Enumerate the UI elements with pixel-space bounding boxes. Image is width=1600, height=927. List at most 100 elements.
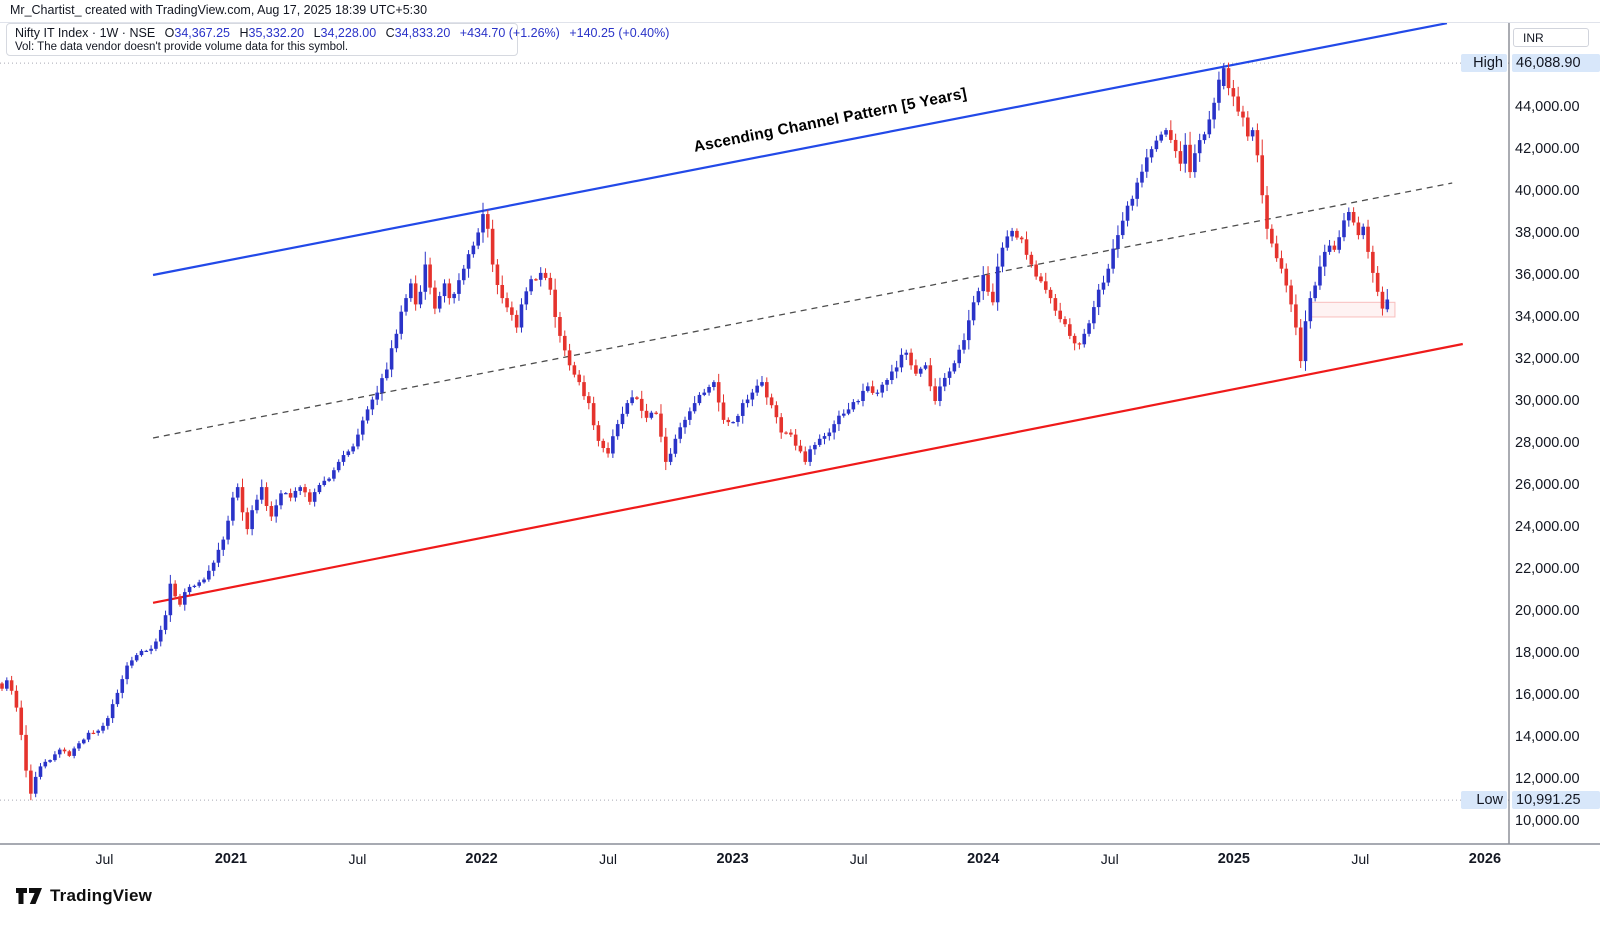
candle-body (995, 266, 1000, 303)
candle-body (875, 392, 880, 394)
candle-body (1332, 245, 1337, 250)
candlestick-series[interactable] (0, 62, 1390, 801)
candle-body (264, 487, 269, 506)
candle-body (1034, 264, 1038, 277)
candle-body (0, 683, 4, 689)
candle-body (755, 385, 759, 393)
candle-body (981, 275, 986, 292)
candle-body (750, 392, 755, 400)
candle-body (1039, 276, 1043, 282)
tradingview-logo-text: TradingView (50, 886, 153, 905)
candle-body (572, 365, 577, 375)
price-tick-label: 10,000.00 (1515, 813, 1580, 829)
candle-body (1265, 195, 1269, 229)
candle-body (1380, 291, 1385, 309)
price-tick-label: 26,000.00 (1515, 477, 1580, 493)
candle-body (48, 760, 52, 762)
price-tick-label: 34,000.00 (1515, 309, 1580, 325)
tradingview-logo-icon (16, 888, 42, 904)
candle-body (1279, 258, 1284, 269)
candle-body (1068, 324, 1072, 336)
price-tick-label: 40,000.00 (1515, 183, 1580, 199)
candle-body (1342, 220, 1346, 238)
candle-body (606, 448, 610, 454)
candle-body (115, 692, 120, 705)
candle-body (880, 384, 885, 393)
candle-body (495, 264, 500, 286)
candle-body (947, 371, 952, 378)
candle-body (659, 413, 663, 437)
candle-body (394, 333, 399, 349)
candle-body (1111, 248, 1115, 269)
candle-body (1375, 272, 1380, 292)
candle-body (9, 680, 14, 691)
candle-body (43, 761, 48, 767)
candle-body (106, 718, 110, 726)
candle-body (423, 264, 428, 292)
candle-body (1188, 144, 1192, 173)
candle-body (668, 453, 673, 462)
legend-ohlc-row[interactable]: Nifty IT Index · 1W · NSE O34,367.25 H35… (15, 26, 669, 40)
candle-body (1356, 222, 1361, 236)
close-value: 34,833.20 (394, 26, 451, 40)
time-tick-month: Jul (599, 851, 617, 867)
candle-body (726, 419, 731, 423)
price-tick-label: 12,000.00 (1515, 771, 1580, 787)
candle-body (841, 413, 846, 416)
candle-body (615, 424, 620, 437)
channel-middle-line[interactable] (152, 182, 1453, 439)
candle-body (683, 419, 687, 428)
time-tick-month: Jul (1100, 851, 1119, 867)
candle-body (1245, 117, 1250, 137)
currency-box[interactable]: INR (1513, 28, 1589, 47)
candle-body (803, 451, 808, 462)
candle-body (231, 497, 235, 521)
candle-body (149, 648, 153, 651)
candle-body (697, 394, 702, 404)
exchange-label: NSE (129, 26, 156, 40)
channel-bottom-line[interactable] (152, 342, 1464, 604)
candle-body (110, 704, 115, 719)
candle-body (1125, 205, 1130, 221)
candle-body (308, 492, 312, 502)
candle-body (1361, 226, 1366, 236)
candle-body (1241, 111, 1245, 118)
candle-body (1371, 251, 1375, 273)
candle-body (1202, 134, 1207, 141)
candle-body (207, 570, 211, 580)
price-tick-label: 38,000.00 (1515, 225, 1580, 241)
candle-body (721, 402, 726, 420)
candle-body (221, 539, 226, 550)
channel-top-line[interactable] (152, 22, 1448, 277)
candle-body (144, 650, 149, 653)
high-value-badge: 46,088.90 (1512, 54, 1600, 73)
candle-body (130, 660, 134, 666)
candle-body (1015, 230, 1019, 238)
candle-body (986, 275, 990, 292)
timeframe-label[interactable]: 1W (99, 26, 119, 40)
low-value-badge: 10,991.25 (1512, 791, 1600, 810)
candle-body (1270, 228, 1274, 244)
tradingview-logo[interactable]: TradingView (16, 886, 152, 906)
candle-body (356, 434, 360, 447)
candle-body (524, 291, 529, 305)
price-tick-label: 28,000.00 (1515, 435, 1580, 451)
candle-body (274, 505, 278, 517)
candle-body (957, 349, 961, 364)
candle-body (1106, 268, 1111, 283)
volume-note: Vol: The data vendor doesn't provide vol… (15, 41, 349, 53)
symbol-title[interactable]: Nifty IT Index (15, 26, 89, 40)
candle-body (360, 420, 365, 435)
candle-body (67, 751, 72, 756)
candle-body (1221, 68, 1226, 86)
candle-body (447, 283, 452, 299)
candle-body (389, 348, 394, 370)
candle-body (707, 386, 711, 393)
low-key: L (313, 26, 321, 40)
candle-body (457, 280, 461, 294)
candle-body (663, 436, 668, 462)
candle-body (163, 615, 168, 630)
candle-body (158, 629, 163, 642)
candle-body (1385, 299, 1390, 310)
